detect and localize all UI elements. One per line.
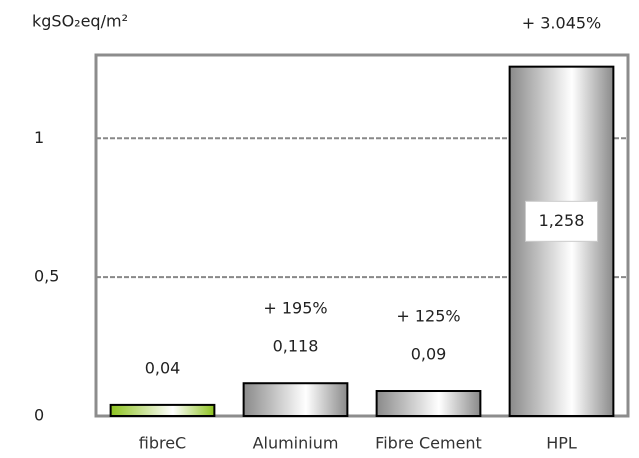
annotation: + 125% [396, 307, 460, 326]
value-label: 0,04 [145, 358, 181, 377]
x-tick-label: HPL [546, 434, 577, 453]
annotation: + 195% [263, 299, 327, 318]
plot-frame [94, 53, 630, 418]
x-tick-label: fibreC [139, 434, 186, 453]
y-tick-label: 0,5 [34, 267, 59, 286]
bar [109, 403, 216, 417]
value-label: 0,09 [411, 345, 447, 364]
value-label: 1,258 [539, 211, 585, 230]
y-axis-label: kgSO₂eq/m² [32, 12, 128, 31]
x-tick-label: Aluminium [253, 434, 339, 453]
bar [242, 382, 349, 417]
x-tick-label: Fibre Cement [375, 434, 482, 453]
value-label-box [525, 200, 598, 242]
value-label: 0,118 [273, 337, 319, 356]
bar [375, 390, 482, 417]
y-tick-label: 1 [34, 128, 44, 147]
annotation: + 3.045% [522, 14, 602, 33]
y-tick-label: 0 [34, 406, 44, 425]
